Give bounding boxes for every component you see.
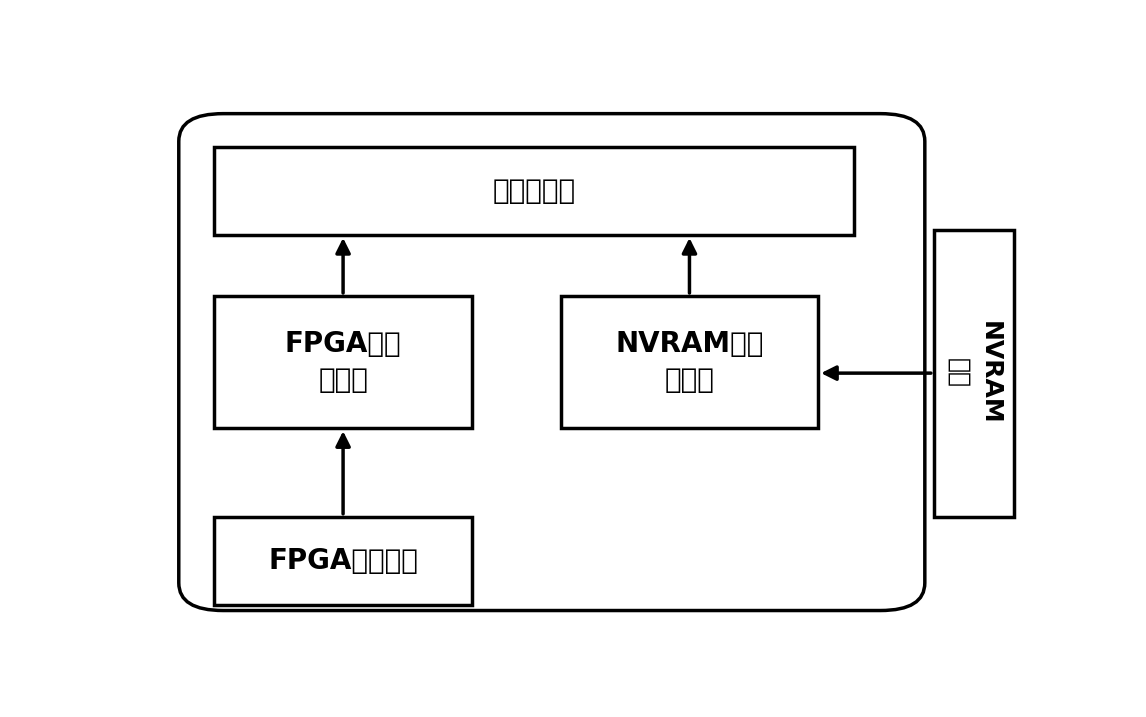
Text: NVRAM
接口: NVRAM 接口	[945, 321, 1002, 425]
Text: NVRAM回读
控制器: NVRAM回读 控制器	[615, 330, 763, 394]
Text: 比对检测器: 比对检测器	[493, 177, 575, 205]
FancyBboxPatch shape	[179, 113, 925, 611]
Bar	[214, 147, 854, 235]
Text: FPGA回读
控制器: FPGA回读 控制器	[284, 330, 401, 394]
Bar	[214, 296, 472, 428]
Bar	[560, 296, 818, 428]
Bar	[214, 517, 472, 605]
Bar	[934, 229, 1014, 517]
Text: FPGA监控接口: FPGA监控接口	[268, 547, 418, 575]
